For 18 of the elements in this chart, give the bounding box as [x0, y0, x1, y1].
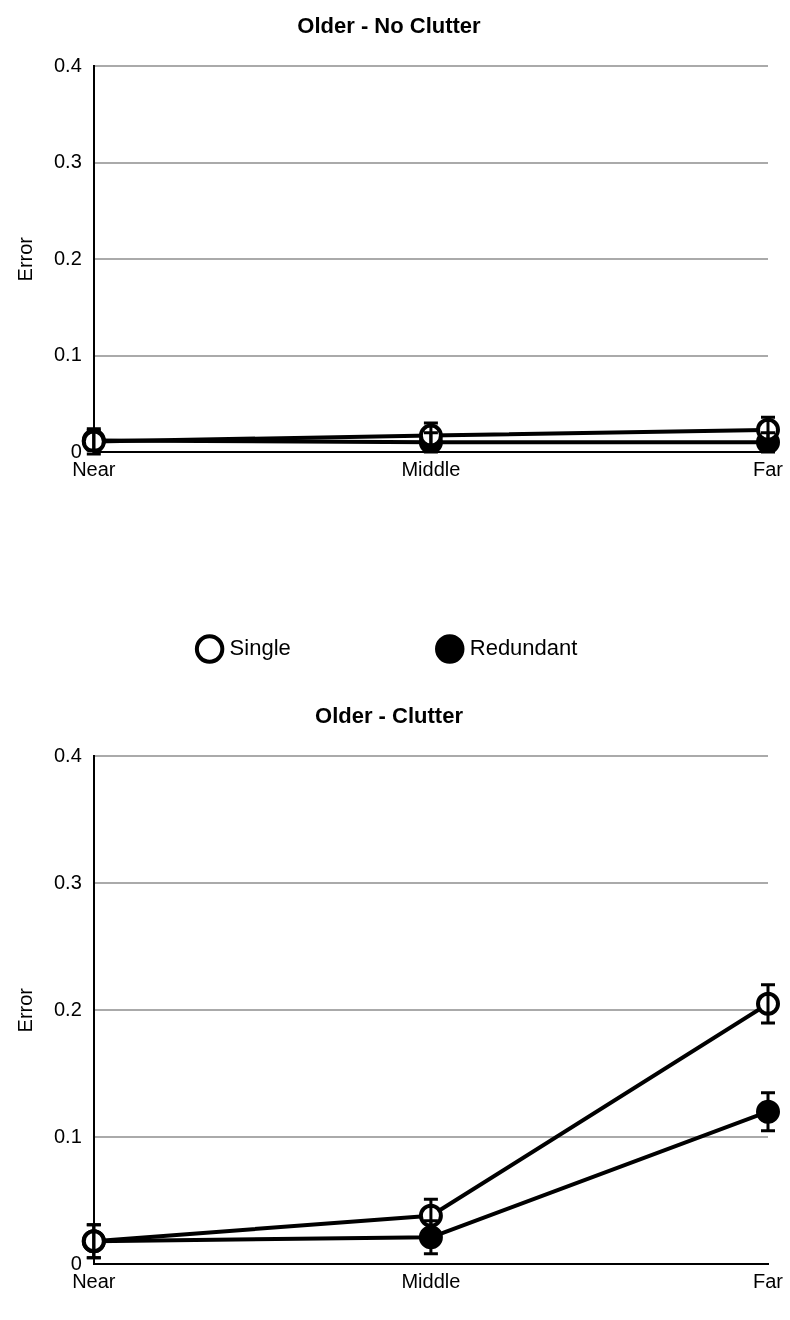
chart-title: Older - Clutter	[315, 703, 464, 729]
y-axis-title: Error	[13, 236, 36, 282]
y-tick-label: 0.4	[53, 53, 82, 76]
x-tick-label: Middle	[401, 457, 461, 480]
chart-title: Older - No Clutter	[297, 13, 482, 39]
y-tick-label: 0.3	[53, 870, 82, 893]
y-tick-label: 0.1	[53, 1124, 82, 1147]
y-axis-title: Error	[13, 987, 36, 1033]
x-tick-label: Far	[753, 1269, 784, 1292]
x-tick-label: Far	[753, 457, 784, 480]
y-tick-label: 0.2	[53, 246, 82, 269]
legend-label: Single	[229, 635, 291, 661]
y-tick-label: 0.3	[53, 150, 82, 173]
y-tick-label: 0.2	[53, 997, 82, 1020]
legend-label: Redundant	[469, 635, 578, 661]
y-tick-label: 0.4	[53, 743, 82, 766]
y-tick-label: 0.1	[53, 343, 82, 366]
x-tick-label: Middle	[401, 1269, 461, 1292]
